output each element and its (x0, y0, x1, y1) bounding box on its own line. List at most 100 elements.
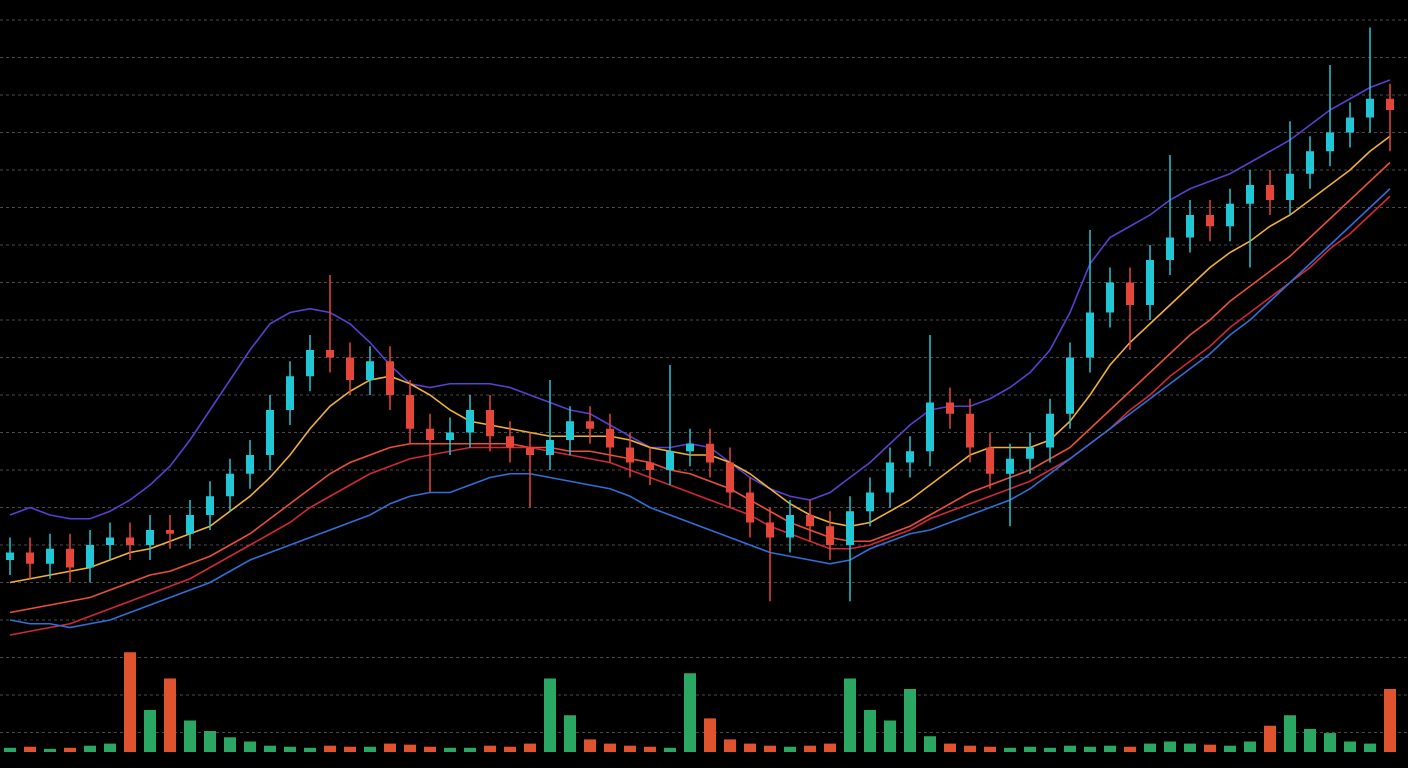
volume-bar (144, 710, 156, 752)
volume-bar (924, 736, 936, 752)
candle-body (1126, 282, 1134, 305)
volume-bar (984, 746, 996, 752)
candle-body (566, 421, 574, 440)
candle-body (346, 357, 354, 380)
volume-bar (724, 739, 736, 752)
volume-bar (444, 747, 456, 752)
candle-body (1186, 215, 1194, 238)
volume-bar (1264, 725, 1276, 752)
candle-body (66, 548, 74, 568)
volume-bar (1284, 715, 1296, 752)
candle-body (1266, 185, 1274, 200)
volume-bar (1184, 743, 1196, 752)
volume-bar (1364, 743, 1376, 752)
candle-body (206, 496, 214, 515)
candle-body (1386, 98, 1394, 110)
volume-bar (344, 746, 356, 752)
volume-bar (1324, 733, 1336, 752)
candle-body (406, 395, 414, 429)
volume-bar (4, 747, 16, 752)
volume-bar (564, 715, 576, 752)
candle-body (906, 451, 914, 463)
candle-body (506, 436, 514, 448)
candle-body (126, 537, 134, 545)
volume-bar (424, 746, 436, 752)
ma-line (9, 188, 1391, 629)
candle-body (46, 548, 54, 564)
volume-bar (844, 678, 856, 752)
candle-body (726, 462, 734, 493)
volume-bar (904, 689, 916, 752)
candle-body (1106, 282, 1114, 313)
volume-bar (104, 743, 116, 752)
volume-bar (804, 745, 816, 752)
volume-bar (224, 737, 236, 752)
volume-bar (624, 745, 636, 752)
volume-bar (744, 743, 756, 752)
ma-line (9, 161, 1391, 614)
volume-bar (1244, 741, 1256, 752)
volume-bar (384, 743, 396, 752)
candle-body (1026, 447, 1034, 459)
candle-body (966, 413, 974, 448)
candle-body (686, 443, 694, 452)
volume-bar (1304, 728, 1316, 752)
candle-body (606, 428, 614, 448)
volume-bar (164, 678, 176, 752)
volume-bar (324, 745, 336, 752)
volume-bar (24, 746, 36, 752)
volume-bar (204, 731, 216, 752)
candle-body (866, 492, 874, 512)
volume-bar (944, 743, 956, 752)
candle-body (786, 515, 794, 538)
volume-bar (1204, 744, 1216, 752)
candle-body (1006, 458, 1014, 474)
candle-body (886, 462, 894, 493)
volume-bar (784, 746, 796, 752)
volume-bar (1104, 745, 1116, 752)
candle-body (146, 530, 154, 545)
ma-line (9, 79, 1391, 520)
volume-bar (1044, 747, 1056, 752)
volume-bar (824, 743, 836, 752)
volume-bar (484, 745, 496, 752)
volume-bar (404, 744, 416, 752)
candle-body (926, 402, 934, 452)
volume-bar (1384, 689, 1396, 752)
candle-body (1286, 173, 1294, 200)
volume-bar (664, 747, 676, 752)
candle-body (1366, 98, 1374, 118)
volume-bar (544, 678, 556, 752)
volume-bar (64, 747, 76, 752)
candle-body (746, 492, 754, 523)
volume-bar (704, 718, 716, 752)
candle-body (586, 421, 594, 429)
candle-body (106, 537, 114, 545)
volume-bar (1064, 745, 1076, 752)
volume-bar (884, 720, 896, 752)
volume-bar (964, 745, 976, 752)
candle-body (226, 473, 234, 497)
candle-body (806, 515, 814, 527)
volume-bar (524, 743, 536, 752)
volume-bar (1004, 747, 1016, 752)
volume-bar (1144, 743, 1156, 752)
candle-body (986, 447, 994, 474)
candle-body (826, 526, 834, 545)
volume-bar (364, 746, 376, 752)
candle-body (366, 361, 374, 380)
candle-body (326, 350, 334, 358)
candle-body (1066, 357, 1074, 414)
candle-body (246, 455, 254, 474)
volume-bar (764, 745, 776, 752)
candle-body (1346, 117, 1354, 133)
volume-bar (684, 673, 696, 752)
candle-body (666, 451, 674, 470)
volume-bar (1084, 746, 1096, 752)
candle-body (1166, 237, 1174, 260)
candle-body (466, 410, 474, 433)
volume-bar (464, 747, 476, 752)
